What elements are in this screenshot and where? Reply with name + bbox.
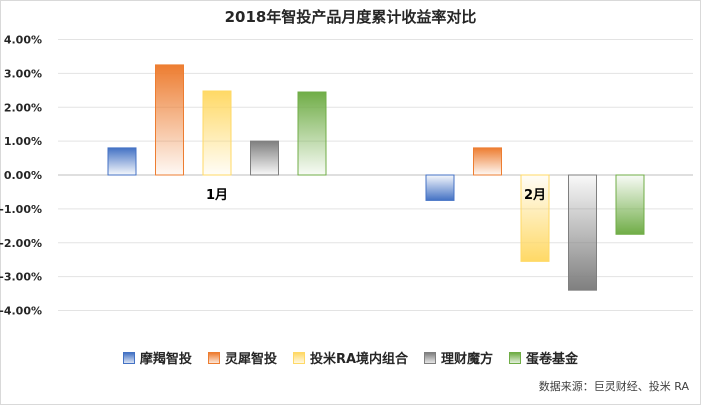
legend-label: 摩羯智投 (139, 352, 192, 367)
legend-label: 灵犀智投 (224, 352, 277, 367)
legend-swatch (122, 351, 135, 364)
bar (250, 140, 279, 176)
bar (297, 91, 327, 176)
y-tick-label: -2.00% (0, 237, 42, 250)
y-tick-label: 1.00% (4, 135, 42, 148)
legend-label: 投米RA境内组合 (309, 352, 409, 367)
legend-item: 蛋卷基金 (509, 348, 578, 367)
y-tick-label: 2.00% (4, 101, 42, 114)
legend-swatch (509, 351, 522, 364)
chart-legend: 摩羯智投 灵犀智投 投米RA境内组合 理财魔方 蛋卷基金 (0, 348, 701, 367)
y-tick-label: -1.00% (0, 203, 42, 216)
source-note: 数据来源：巨灵财经、投米 RA (538, 380, 689, 393)
bar (107, 147, 137, 176)
bar (425, 174, 455, 201)
bar (155, 64, 184, 176)
legend-item: 灵犀智投 (207, 348, 277, 367)
bar (520, 174, 550, 262)
legend-label: 理财魔方 (441, 352, 494, 367)
legend-item: 理财魔方 (424, 348, 493, 367)
legend-swatch (424, 351, 437, 364)
y-tick-label: 0.00% (4, 169, 42, 182)
legend-swatch (292, 351, 305, 364)
y-tick-label: -3.00% (0, 271, 42, 284)
x-category-label: 1月 (206, 188, 228, 203)
x-category-label: 2月 (524, 188, 546, 203)
legend-label: 蛋卷基金 (526, 352, 579, 367)
y-tick-label: -4.00% (0, 305, 42, 318)
bar (568, 174, 597, 291)
legend-item: 投米RA境内组合 (292, 348, 409, 367)
legend-swatch (207, 351, 220, 364)
chart-title: 2018年智投产品月度累计收益率对比 (224, 8, 477, 26)
bar (202, 90, 232, 176)
y-tick-label: 3.00% (4, 67, 42, 80)
legend-item: 摩羯智投 (122, 348, 192, 367)
bar (615, 174, 645, 235)
bar (473, 147, 502, 176)
y-tick-label: 4.00% (4, 34, 42, 47)
